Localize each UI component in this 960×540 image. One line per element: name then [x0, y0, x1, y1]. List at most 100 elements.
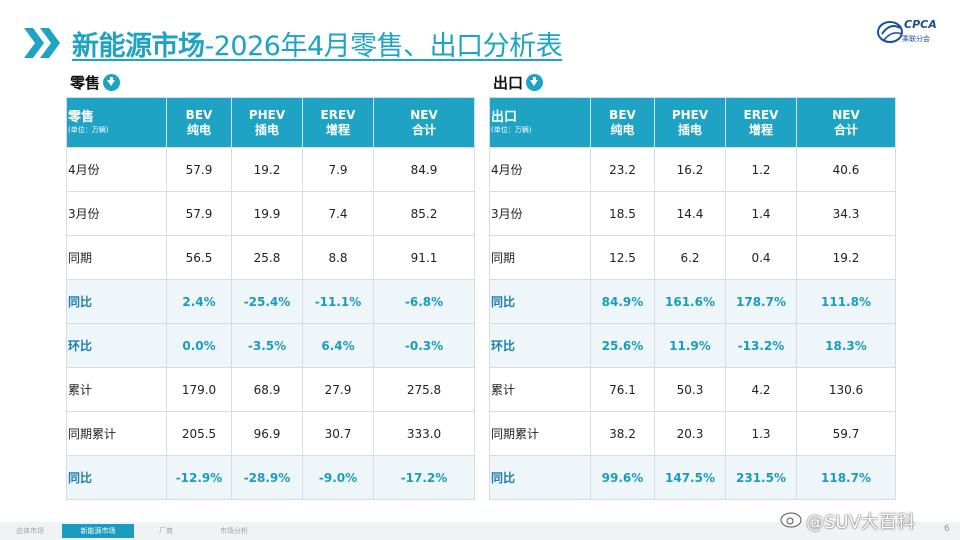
row-label: 累计 — [66, 367, 167, 412]
cell-bev: 205.5 — [166, 411, 232, 456]
cell-bev: 179.0 — [166, 367, 232, 412]
table-row: 同期累计 205.5 96.9 30.7 333.0 — [66, 411, 475, 456]
cell-erev: 1.4 — [725, 191, 797, 236]
export-panel: 出口 (单位：万辆) BEV 纯电 PHEV 插电 EREV 增程 NEV 合计 4月份… — [489, 97, 896, 500]
table-row: 4月份 23.2 16.2 1.2 40.6 — [489, 147, 896, 192]
logo-subtext: 乘联分会 — [902, 35, 930, 43]
row-label: 同比 — [66, 455, 167, 500]
row-label: 同期累计 — [489, 411, 591, 456]
retail-header-bev: BEV 纯电 — [166, 97, 232, 148]
cell-nev: 18.3% — [796, 323, 896, 368]
cell-bev: 23.2 — [590, 147, 655, 192]
row-label: 同比 — [489, 455, 591, 500]
page-number: 6 — [944, 524, 950, 534]
table-row: 4月份 57.9 19.2 7.9 84.9 — [66, 147, 475, 192]
cell-erev: 7.9 — [302, 147, 374, 192]
cell-nev: 118.7% — [796, 455, 896, 500]
footer-tab-analysis[interactable]: 市场分析 — [220, 527, 248, 535]
cell-phev: 20.3 — [654, 411, 726, 456]
cell-phev: 50.3 — [654, 367, 726, 412]
cell-phev: 68.9 — [231, 367, 303, 412]
cell-phev: -25.4% — [231, 279, 303, 324]
retail-header-erev: EREV 增程 — [302, 97, 374, 148]
cell-bev: 25.6% — [590, 323, 655, 368]
footer-tab-maker[interactable]: 厂商 — [159, 527, 173, 535]
weibo-icon — [780, 512, 802, 528]
retail-header-nev: NEV 合计 — [373, 97, 475, 148]
export-header-first: 出口 (单位：万辆) — [489, 97, 591, 148]
table-row-highlight: 同比 99.6% 147.5% 231.5% 118.7% — [489, 455, 896, 500]
table-row-highlight: 环比 0.0% -3.5% 6.4% -0.3% — [66, 323, 475, 368]
watermark-text: @SUV大百科 — [806, 512, 915, 533]
cell-nev: 130.6 — [796, 367, 896, 412]
cell-erev: 0.4 — [725, 235, 797, 280]
table-row: 累计 179.0 68.9 27.9 275.8 — [66, 367, 475, 412]
logo-text: CPCA — [904, 18, 937, 31]
cell-nev: 85.2 — [373, 191, 475, 236]
cell-phev: 6.2 — [654, 235, 726, 280]
cell-nev: 111.8% — [796, 279, 896, 324]
cpca-logo-icon — [877, 21, 903, 43]
footer-tab-nev[interactable]: 新能源市场 — [62, 524, 134, 538]
cell-nev: 84.9 — [373, 147, 475, 192]
cell-nev: -6.8% — [373, 279, 475, 324]
row-label: 3月份 — [489, 191, 591, 236]
cell-phev: -28.9% — [231, 455, 303, 500]
footer-tab-overall[interactable]: 总体市场 — [16, 527, 44, 535]
row-label: 同期累计 — [66, 411, 167, 456]
table-row: 3月份 18.5 14.4 1.4 34.3 — [489, 191, 896, 236]
row-label: 同期 — [489, 235, 591, 280]
cell-erev: 8.8 — [302, 235, 374, 280]
row-label: 环比 — [489, 323, 591, 368]
table-row: 3月份 57.9 19.9 7.4 85.2 — [66, 191, 475, 236]
cell-erev: -11.1% — [302, 279, 374, 324]
cell-erev: 7.4 — [302, 191, 374, 236]
table-row-highlight: 同比 2.4% -25.4% -11.1% -6.8% — [66, 279, 475, 324]
cell-phev: 11.9% — [654, 323, 726, 368]
cell-erev: 27.9 — [302, 367, 374, 412]
table-row: 累计 76.1 50.3 4.2 130.6 — [489, 367, 896, 412]
row-label: 4月份 — [489, 147, 591, 192]
row-label: 同期 — [66, 235, 167, 280]
cell-bev: 18.5 — [590, 191, 655, 236]
cell-erev: 1.3 — [725, 411, 797, 456]
row-label: 4月份 — [66, 147, 167, 192]
export-header-erev: EREV 增程 — [725, 97, 797, 148]
cell-phev: 19.2 — [231, 147, 303, 192]
cell-phev: 25.8 — [231, 235, 303, 280]
retail-header-first: 零售 (单位：万辆) — [66, 97, 167, 148]
row-label: 同比 — [66, 279, 167, 324]
retail-panel: 零售 (单位：万辆) BEV 纯电 PHEV 插电 EREV 增程 NEV 合计 4月份… — [66, 97, 475, 500]
cell-nev: 19.2 — [796, 235, 896, 280]
retail-section-label: 零售 — [70, 72, 121, 93]
table-row: 同期 12.5 6.2 0.4 19.2 — [489, 235, 896, 280]
cell-bev: 99.6% — [590, 455, 655, 500]
row-label: 累计 — [489, 367, 591, 412]
cell-erev: -13.2% — [725, 323, 797, 368]
cell-bev: 84.9% — [590, 279, 655, 324]
export-header-bev: BEV 纯电 — [590, 97, 655, 148]
cell-erev: 30.7 — [302, 411, 374, 456]
arrow-down-icon — [526, 74, 544, 91]
table-row-highlight: 同比 84.9% 161.6% 178.7% 111.8% — [489, 279, 896, 324]
cell-nev: 59.7 — [796, 411, 896, 456]
export-header-phev: PHEV 插电 — [654, 97, 726, 148]
cell-bev: 57.9 — [166, 191, 232, 236]
cell-nev: 333.0 — [373, 411, 475, 456]
cell-erev: 231.5% — [725, 455, 797, 500]
cell-bev: 56.5 — [166, 235, 232, 280]
cell-bev: 0.0% — [166, 323, 232, 368]
cell-phev: 16.2 — [654, 147, 726, 192]
cell-phev: -3.5% — [231, 323, 303, 368]
export-header-nev: NEV 合计 — [796, 97, 896, 148]
cell-phev: 147.5% — [654, 455, 726, 500]
row-label: 同比 — [489, 279, 591, 324]
arrow-down-icon — [103, 74, 121, 91]
export-section-label: 出口 — [493, 72, 544, 93]
cell-bev: 57.9 — [166, 147, 232, 192]
cell-nev: 34.3 — [796, 191, 896, 236]
retail-header-phev: PHEV 插电 — [231, 97, 303, 148]
export-table: 出口 (单位：万辆) BEV 纯电 PHEV 插电 EREV 增程 NEV 合计 4月份… — [489, 97, 896, 500]
cell-phev: 19.9 — [231, 191, 303, 236]
cell-nev: -0.3% — [373, 323, 475, 368]
